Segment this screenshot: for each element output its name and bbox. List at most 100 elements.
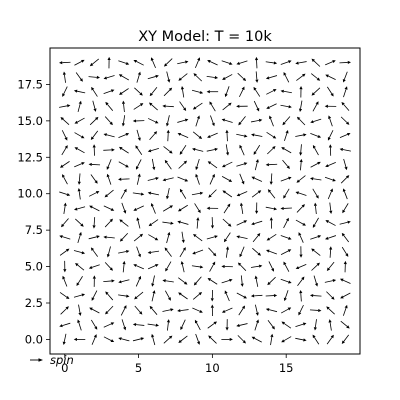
- spin-arrow-head: [107, 56, 111, 61]
- spin-arrow: [148, 219, 159, 227]
- spin-arrow: [136, 217, 141, 229]
- spin-arrow-shaft: [210, 279, 218, 285]
- spin-arrow: [192, 249, 204, 255]
- spin-arrow: [340, 320, 350, 329]
- spin-arrow-head: [296, 179, 300, 183]
- spin-arrow-head: [103, 76, 108, 80]
- spin-arrow: [310, 118, 322, 124]
- spin-arrow-shaft: [180, 204, 188, 210]
- spin-arrow-head: [147, 191, 152, 195]
- spin-arrow-shaft: [121, 75, 129, 81]
- spin-arrow: [107, 56, 111, 69]
- spin-arrow-head: [150, 57, 154, 61]
- spin-arrow-shaft: [280, 278, 289, 283]
- spin-arrow: [312, 101, 319, 112]
- spin-arrow-head: [281, 339, 285, 343]
- spin-arrow: [178, 160, 188, 169]
- spin-arrow-head: [199, 191, 204, 195]
- spin-arrow-shaft: [181, 263, 185, 273]
- spin-arrow-head: [197, 209, 201, 214]
- spin-arrow-shaft: [268, 250, 277, 255]
- spin-arrow-shaft: [296, 206, 304, 213]
- spin-arrow-head: [105, 311, 109, 315]
- spin-arrow-head: [165, 122, 170, 127]
- spin-arrow: [74, 162, 85, 168]
- spin-arrow: [134, 291, 144, 300]
- spin-arrow: [104, 189, 114, 198]
- spin-arrow-head: [213, 321, 218, 325]
- spin-arrow-head: [94, 326, 98, 330]
- spin-arrow-head: [236, 104, 240, 108]
- spin-arrow-shaft: [106, 134, 115, 138]
- spin-arrow: [179, 144, 187, 155]
- spin-arrow-head: [221, 164, 226, 168]
- spin-arrow-head: [155, 74, 159, 78]
- spin-arrow-shaft: [268, 103, 277, 108]
- spin-arrow-head: [271, 268, 274, 272]
- spin-arrow-head: [122, 260, 126, 265]
- spin-arrow-head: [244, 134, 248, 138]
- spin-arrow: [269, 173, 273, 185]
- spin-arrow-shaft: [63, 278, 68, 287]
- spin-arrow-shaft: [325, 61, 333, 66]
- spin-arrow-head: [89, 307, 93, 311]
- spin-arrow-head: [91, 86, 95, 91]
- spin-arrow-shaft: [195, 118, 199, 127]
- spin-arrow-shaft: [268, 261, 273, 270]
- spin-arrow-head: [103, 133, 107, 137]
- spin-arrow: [296, 204, 305, 213]
- spin-arrow: [63, 202, 67, 215]
- spin-arrow-shaft: [90, 174, 97, 182]
- spin-arrow-head: [65, 306, 69, 310]
- spin-arrow: [325, 60, 336, 66]
- spin-arrow: [266, 131, 277, 139]
- spin-arrow-shaft: [240, 275, 243, 284]
- spin-arrow-head: [180, 86, 185, 90]
- spin-arrow-head: [317, 161, 321, 165]
- spin-arrow-head: [183, 107, 187, 111]
- spin-arrow-shaft: [326, 291, 333, 298]
- spin-arrow-head: [344, 304, 348, 309]
- spin-arrow-head: [269, 181, 273, 185]
- spin-arrow-head: [90, 136, 95, 141]
- spin-arrow-head: [313, 202, 318, 206]
- spin-arrow-shaft: [149, 133, 156, 141]
- spin-arrow-shaft: [59, 191, 68, 195]
- spin-arrow-shaft: [343, 191, 348, 200]
- spin-arrow-head: [63, 202, 67, 207]
- spin-arrow: [239, 86, 245, 98]
- spin-arrow-head: [195, 166, 199, 171]
- spin-arrow-head: [210, 298, 214, 302]
- spin-arrow-shaft: [251, 191, 259, 198]
- spin-arrow-shaft: [134, 87, 141, 94]
- spin-arrow-head: [298, 232, 302, 236]
- spin-arrow-head: [119, 238, 124, 242]
- spin-arrow: [267, 320, 275, 330]
- spin-arrow-shaft: [151, 158, 155, 168]
- spin-arrow-head: [257, 232, 261, 237]
- spin-arrow-shaft: [148, 234, 156, 240]
- spin-arrow-shaft: [296, 75, 304, 81]
- spin-arrow: [162, 221, 174, 225]
- spin-arrow: [280, 104, 292, 109]
- spin-arrow: [91, 334, 97, 345]
- spin-arrow-shaft: [221, 279, 230, 284]
- spin-arrow-head: [312, 144, 316, 149]
- spin-arrow-head: [311, 92, 315, 96]
- spin-arrow-shaft: [314, 147, 319, 156]
- spin-arrow-head: [236, 61, 240, 65]
- spin-arrow-head: [229, 337, 233, 342]
- spin-arrow-shaft: [61, 130, 67, 138]
- spin-arrow-head: [91, 297, 95, 301]
- spin-arrow-head: [151, 333, 155, 338]
- spin-arrow-shaft: [283, 220, 288, 229]
- spin-arrow: [75, 72, 83, 82]
- spin-arrow-shaft: [107, 159, 112, 168]
- spin-arrow-head: [64, 137, 68, 141]
- spin-arrow: [237, 335, 246, 344]
- spin-arrow-shaft: [222, 104, 230, 111]
- spin-arrow-head: [133, 207, 137, 211]
- spin-arrow-head: [339, 147, 344, 152]
- spin-arrow: [191, 89, 204, 94]
- spin-arrow-head: [328, 115, 332, 119]
